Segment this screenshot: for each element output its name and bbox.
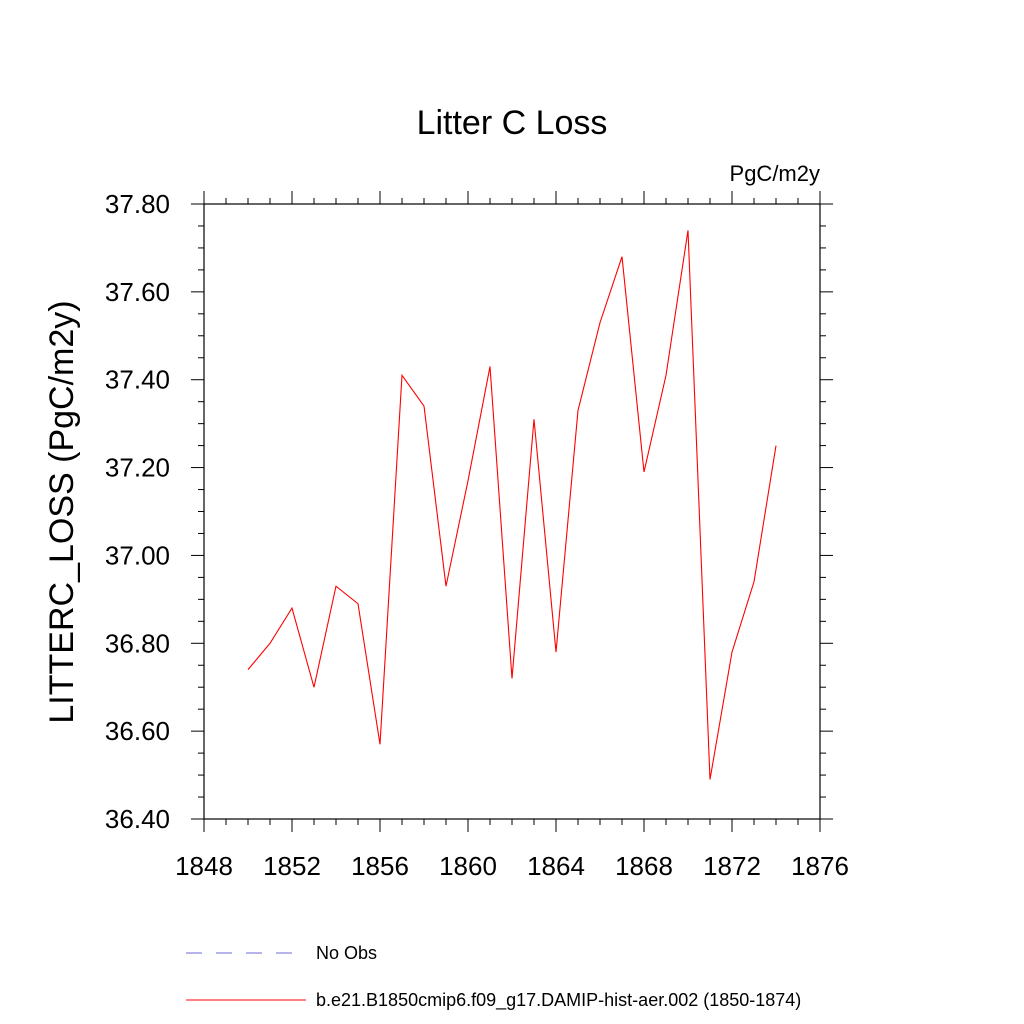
units-label: PgC/m2y <box>730 161 820 186</box>
x-tick-label: 1872 <box>703 851 761 881</box>
y-tick-label: 36.60 <box>105 716 170 746</box>
y-tick-label: 37.00 <box>105 540 170 570</box>
series-line-1 <box>247 230 777 780</box>
y-tick-label: 36.80 <box>105 628 170 658</box>
x-tick-label: 1852 <box>263 851 321 881</box>
chart-title: Litter C Loss <box>417 104 608 142</box>
axis-ticks: 1848 1852 1856 1860 1864 1868 1872 1876 36.40 36.… <box>105 189 849 881</box>
y-tick-label: 36.40 <box>105 804 170 834</box>
x-tick-label: 1864 <box>527 851 585 881</box>
x-tick-label: 1856 <box>351 851 409 881</box>
x-tick-label: 1876 <box>791 851 849 881</box>
x-tick-label: 1868 <box>615 851 673 881</box>
y-tick-label: 37.40 <box>105 365 170 395</box>
y-axis-label: LITTERC_LOSS (PgC/m2y) <box>43 300 81 723</box>
y-tick-label: 37.20 <box>105 453 170 483</box>
x-tick-label: 1860 <box>439 851 497 881</box>
x-tick-label: 1848 <box>175 851 233 881</box>
legend: No Obs b.e21.B1850cmip6.f09_g17.DAMIP-his… <box>186 943 801 1011</box>
series-lines <box>247 230 777 780</box>
plot-frame <box>203 203 821 820</box>
legend-label: b.e21.B1850cmip6.f09_g17.DAMIP-hist-aer.… <box>316 990 801 1011</box>
y-tick-label: 37.60 <box>105 277 170 307</box>
legend-label: No Obs <box>316 943 377 963</box>
y-tick-label: 37.80 <box>105 189 170 219</box>
